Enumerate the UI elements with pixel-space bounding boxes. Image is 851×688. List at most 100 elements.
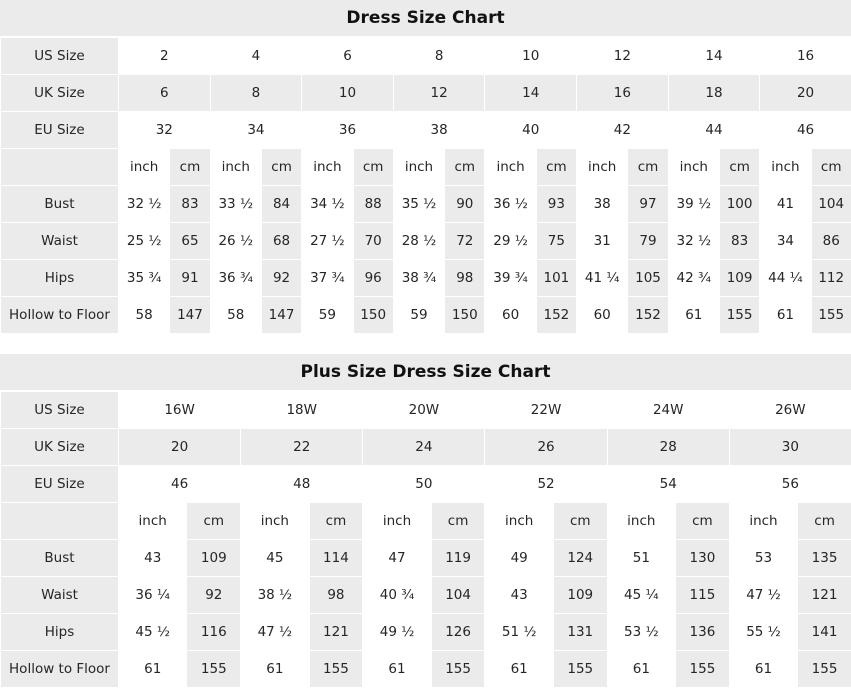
table-cell: 40 ¾ [363,577,431,614]
table-cell: 100 [719,186,759,223]
table-cell: cm [170,149,210,186]
row-label-bust: Bust [1,186,119,223]
table-cell: 83 [170,186,210,223]
table-cell: 96 [353,260,393,297]
table-cell: 35 ¾ [119,260,170,297]
table-cell: 119 [431,540,485,577]
table-cell: 45 [241,540,309,577]
row-label-eu-size: EU Size [1,466,119,503]
table-cell: 38 ¾ [393,260,444,297]
table-cell: 68 [261,223,301,260]
table-cell: cm [676,503,730,540]
table-cell: 34 ½ [302,186,353,223]
table-cell: 28 ½ [393,223,444,260]
table-cell: 47 ½ [241,614,309,651]
table-cell: 114 [309,540,363,577]
table-cell: 43 [485,577,553,614]
table-cell: 20W [363,392,485,429]
row-label-uk-size: UK Size [1,429,119,466]
table-cell: 150 [353,297,393,334]
table-cell: 124 [553,540,607,577]
chart-title: Plus Size Dress Size Chart [0,354,851,391]
table-cell: 20 [760,75,851,112]
table-cell: 105 [628,260,668,297]
table-cell: 35 ½ [393,186,444,223]
table-cell: 2 [119,38,211,75]
table-cell: 98 [445,260,485,297]
table-cell: 109 [553,577,607,614]
table-cell: 61 [668,297,719,334]
table-cell: cm [719,149,759,186]
table-cell: 32 ½ [668,223,719,260]
table-cell: 116 [187,614,241,651]
table-cell: 47 ½ [729,577,797,614]
table-cell: 51 [607,540,675,577]
table-cell: 84 [261,186,301,223]
table-cell: 121 [309,614,363,651]
table-cell: inch [210,149,261,186]
table-cell: 44 ¼ [760,260,811,297]
table-cell: 50 [363,466,485,503]
table-cell: 36 [302,112,394,149]
table-cell: 45 ¼ [607,577,675,614]
row-label-waist: Waist [1,577,119,614]
table-cell: 37 ¾ [302,260,353,297]
table-cell: 79 [628,223,668,260]
table-cell: 10 [302,75,394,112]
table-cell: inch [363,503,431,540]
table-cell: 136 [676,614,730,651]
row-label-eu-size: EU Size [1,112,119,149]
table-cell: 38 [393,112,485,149]
table-cell: 70 [353,223,393,260]
table-cell: 155 [719,297,759,334]
table-cell: 88 [353,186,393,223]
table-cell: 29 ½ [485,223,536,260]
table-cell: 59 [393,297,444,334]
table-cell: 61 [760,297,811,334]
table-cell: inch [119,149,170,186]
table-cell: 26 [485,429,607,466]
row-label-hips: Hips [1,260,119,297]
table-cell: inch [393,149,444,186]
table-cell: inch [668,149,719,186]
table-cell: 33 ½ [210,186,261,223]
table-cell: 42 ¾ [668,260,719,297]
table-cell: 22W [485,392,607,429]
table-cell: 54 [607,466,729,503]
table-cell: inch [302,149,353,186]
table-cell: cm [536,149,576,186]
table-cell: 104 [811,186,851,223]
table-cell: 147 [170,297,210,334]
table-cell: 34 [210,112,302,149]
row-label-units [1,503,119,540]
table-cell: 12 [577,38,669,75]
table-cell: 126 [431,614,485,651]
table-cell: 147 [261,297,301,334]
table-cell: 101 [536,260,576,297]
table-cell: inch [485,149,536,186]
table-cell: 109 [719,260,759,297]
table-cell: 27 ½ [302,223,353,260]
table-cell: 109 [187,540,241,577]
table-cell: 38 ½ [241,577,309,614]
table-cell: 98 [309,577,363,614]
table-cell: 51 ½ [485,614,553,651]
table-cell: 24 [363,429,485,466]
table-cell: 28 [607,429,729,466]
table-cell: 24W [607,392,729,429]
table-cell: 14 [485,75,577,112]
table-cell: 58 [119,297,170,334]
table-cell: cm [353,149,393,186]
table-cell: 53 [729,540,797,577]
table-cell: 65 [170,223,210,260]
